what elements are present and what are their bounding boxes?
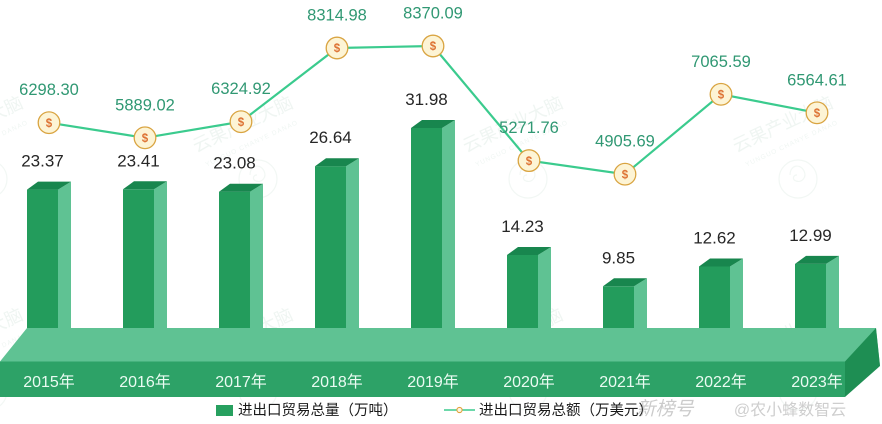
svg-text:$: $ [334,43,341,55]
svg-text:2018年: 2018年 [311,373,363,391]
svg-text:进出口贸易总额（万美元）: 进出口贸易总额（万美元） [479,402,653,419]
svg-text:8314.98: 8314.98 [307,7,367,25]
svg-text:$: $ [814,108,821,120]
svg-text:12.99: 12.99 [789,226,832,245]
svg-text:2015年: 2015年 [23,373,75,391]
svg-text:$: $ [238,117,245,129]
svg-text:$: $ [622,169,629,181]
svg-text:2020年: 2020年 [503,373,555,391]
svg-text:2022年: 2022年 [695,373,747,391]
svg-text:5889.02: 5889.02 [115,96,175,114]
svg-text:6298.30: 6298.30 [19,81,79,99]
svg-text:进出口贸易总量（万吨）: 进出口贸易总量（万吨） [238,402,398,419]
svg-text:7065.59: 7065.59 [691,53,751,71]
svg-text:23.37: 23.37 [21,152,64,171]
svg-text:$: $ [430,41,437,53]
svg-text:4905.69: 4905.69 [595,133,655,151]
svg-text:12.62: 12.62 [693,229,736,248]
svg-text:8370.09: 8370.09 [403,5,463,23]
svg-text:@农小蜂数智云: @农小蜂数智云 [734,401,846,419]
svg-text:$: $ [526,156,533,168]
svg-text:2021年: 2021年 [599,373,651,391]
svg-text:31.98: 31.98 [405,90,448,109]
svg-text:$: $ [718,90,725,102]
svg-text:6564.61: 6564.61 [787,71,847,89]
svg-text:26.64: 26.64 [309,128,352,147]
svg-text:5271.76: 5271.76 [499,119,559,137]
svg-text:2016年: 2016年 [119,373,171,391]
svg-text:$: $ [142,133,149,145]
svg-text:2017年: 2017年 [215,373,267,391]
svg-text:23.08: 23.08 [213,154,256,173]
svg-text:6324.92: 6324.92 [211,80,271,98]
svg-text:9.85: 9.85 [602,248,635,267]
svg-text:23.41: 23.41 [117,151,160,170]
svg-text:2023年: 2023年 [791,373,843,391]
svg-text:$: $ [46,118,53,130]
svg-text:14.23: 14.23 [501,217,544,236]
svg-text:2019年: 2019年 [407,373,459,391]
